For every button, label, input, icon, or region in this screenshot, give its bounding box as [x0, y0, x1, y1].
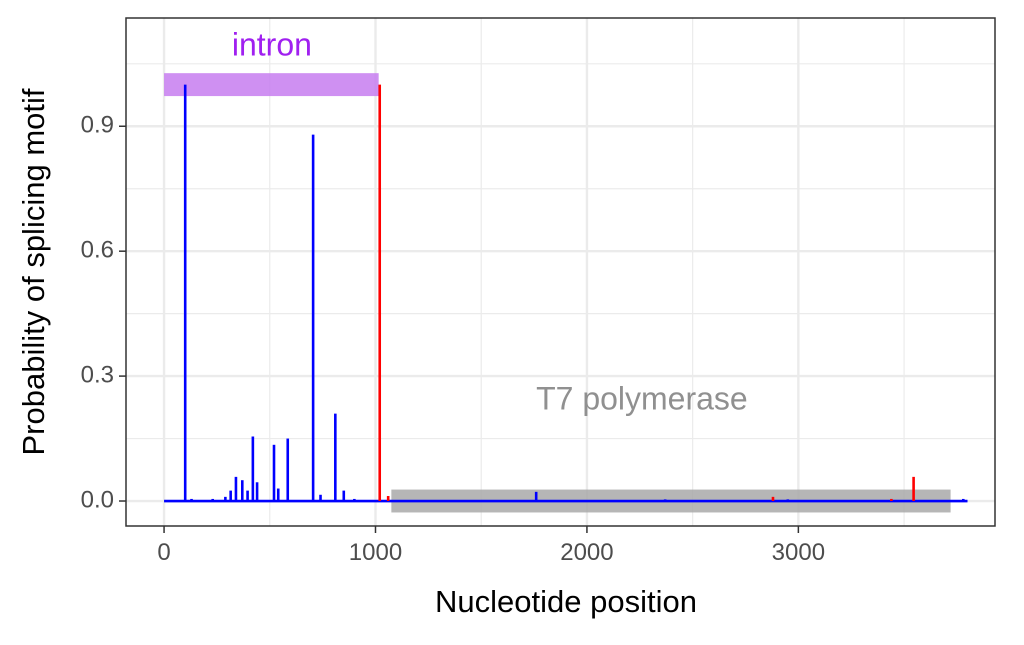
x-axis-title: Nucleotide position	[435, 584, 697, 619]
y-tick-label: 0.0	[81, 486, 114, 513]
panel-frame	[125, 17, 996, 527]
y-tick-label: 0.3	[81, 361, 114, 388]
series-1	[378, 84, 915, 502]
annotation-label-1: T7 polymerase	[536, 381, 748, 417]
series-layer	[164, 84, 968, 503]
annotation-band-0	[164, 73, 379, 97]
annotation-labels: intron T7 polymerase	[232, 27, 748, 417]
axis-layer: 0 1000 2000 3000 0.0 0.3 0.6 0.9	[81, 112, 825, 566]
x-tick-label: 2000	[560, 539, 613, 566]
panel-background	[126, 18, 995, 526]
series-0	[164, 84, 968, 503]
x-tick-label: 3000	[772, 539, 825, 566]
y-tick-label: 0.9	[81, 112, 114, 139]
grid-layer	[126, 18, 995, 526]
x-tick-label: 1000	[349, 539, 402, 566]
y-axis-title: Probability of splicing motif	[16, 88, 51, 455]
x-tick-label: 0	[157, 539, 170, 566]
y-tick-label: 0.6	[81, 237, 114, 264]
annotation-label-0: intron	[232, 27, 312, 63]
